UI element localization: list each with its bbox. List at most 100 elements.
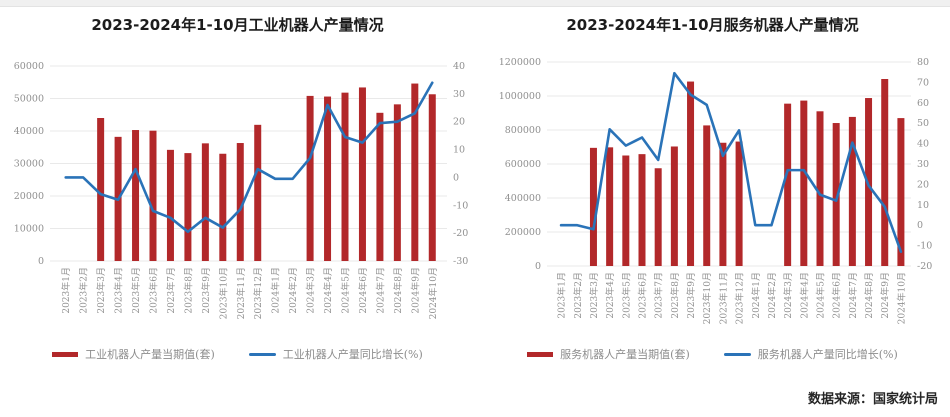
- y-axis-right-tick-label: 0: [453, 172, 459, 183]
- x-axis-label: 2024年9月: [879, 272, 891, 319]
- line-series-swatch: [723, 352, 751, 356]
- x-axis-label: 2023年10月: [701, 272, 713, 324]
- production-bar: [606, 147, 614, 266]
- x-axis-label: 2023年1月: [556, 272, 568, 319]
- x-axis-label: 2023年7月: [653, 272, 665, 319]
- x-axis-label: 2024年8月: [392, 267, 404, 314]
- x-axis-label: 2023年8月: [182, 267, 194, 314]
- production-bar: [132, 130, 140, 261]
- x-axis-label: 2023年2月: [78, 267, 90, 314]
- x-axis-label: 2023年1月: [60, 267, 72, 314]
- x-axis-label: 2024年5月: [340, 267, 352, 314]
- top-divider: [0, 0, 950, 7]
- y-axis-left-tick-label: 50000: [14, 94, 44, 105]
- production-bar: [784, 103, 792, 267]
- production-bar: [848, 116, 856, 266]
- x-axis-label: 2023年5月: [130, 267, 142, 314]
- x-axis-label: 2024年4月: [798, 272, 810, 319]
- legend-label: 服务机器人产量同比增长(%): [757, 348, 898, 361]
- production-bar: [428, 94, 436, 262]
- y-axis-right-tick-label: 40: [917, 139, 929, 150]
- y-axis-left-tick-label: 40000: [14, 126, 44, 137]
- production-bar: [149, 130, 157, 261]
- y-axis-right-tick-label: 10: [453, 145, 465, 156]
- y-axis-left-tick-label: 400000: [505, 193, 541, 204]
- production-bar: [638, 154, 646, 266]
- production-bar: [184, 153, 192, 261]
- production-bar: [897, 118, 905, 266]
- bar-series-swatch: [527, 351, 554, 357]
- y-axis-right-tick-label: -30: [453, 256, 468, 267]
- production-bar: [622, 155, 630, 266]
- x-axis-label: 2023年12月: [252, 267, 264, 319]
- production-bar: [341, 92, 349, 262]
- y-axis-left-tick-label: 10000: [14, 224, 44, 235]
- production-bar: [800, 100, 808, 266]
- x-axis-label: 2024年2月: [287, 267, 299, 314]
- y-axis-right-tick-label: 60: [917, 98, 929, 109]
- x-axis-label: 2023年4月: [113, 267, 125, 314]
- x-axis-label: 2023年11月: [717, 272, 729, 324]
- x-axis-label: 2024年6月: [357, 267, 369, 314]
- x-axis-label: 2024年6月: [831, 272, 843, 319]
- chart-panel-service-robots: 2023-2024年1-10月服务机器人产量情况 0 200000 400000 60…: [475, 0, 950, 380]
- production-bar: [254, 124, 262, 261]
- y-axis-right-tick-label: -20: [453, 228, 468, 239]
- production-bar: [719, 142, 727, 266]
- x-axis-label: 2023年5月: [620, 272, 632, 319]
- growth-line: [559, 71, 903, 254]
- x-axis-label: 2024年10月: [895, 272, 907, 324]
- production-bar: [324, 96, 332, 261]
- y-axis-right-tick-label: 40: [453, 61, 465, 72]
- x-axis-label: 2024年9月: [409, 267, 421, 314]
- x-axis-label: 2024年3月: [305, 267, 317, 314]
- x-axis-label: 2023年6月: [148, 267, 160, 314]
- y-axis-right-tick-label: 20: [453, 117, 465, 128]
- legend-label: 工业机器人产量同比增长(%): [282, 348, 423, 361]
- x-axis-label: 2023年12月: [734, 272, 746, 324]
- y-axis-left-tick-label: 200000: [505, 227, 541, 238]
- growth-line: [64, 81, 434, 234]
- legend-item-production-bars: 服务机器人产量当期值(套): [527, 346, 690, 362]
- y-axis-left-tick-label: 0: [535, 261, 541, 272]
- y-axis-right-tick-label: 50: [917, 118, 929, 129]
- y-axis-left-tick-label: 0: [38, 256, 44, 267]
- bar-series-swatch: [52, 351, 79, 357]
- y-axis-left-tick-label: 1200000: [499, 57, 541, 68]
- x-axis-label: 2023年4月: [604, 272, 616, 319]
- legend-item-production-bars: 工业机器人产量当期值(套): [52, 346, 215, 362]
- x-axis-label: 2023年7月: [165, 267, 177, 314]
- production-bar: [670, 146, 678, 266]
- production-bar: [393, 104, 401, 261]
- x-axis-label: 2023年3月: [588, 272, 600, 319]
- x-axis-label: 2023年11月: [235, 267, 247, 319]
- production-bar: [881, 79, 889, 266]
- production-bar: [358, 87, 366, 261]
- y-axis-left-tick-label: 20000: [14, 191, 44, 202]
- production-bar: [735, 141, 743, 266]
- y-axis-right-tick-label: 70: [917, 77, 929, 88]
- production-bar: [201, 143, 209, 261]
- production-bar: [236, 143, 244, 261]
- x-axis-label: 2024年7月: [374, 267, 386, 314]
- x-axis-label: 2023年10月: [217, 267, 229, 319]
- line-series-swatch: [248, 352, 276, 356]
- y-axis-right-tick-label: -20: [917, 261, 932, 272]
- y-axis-right-tick-label: 80: [917, 57, 929, 68]
- y-axis-right-tick-label: -10: [453, 200, 468, 211]
- y-axis-left-tick-label: 30000: [14, 159, 44, 170]
- legend-label: 工业机器人产量当期值(套): [85, 348, 215, 361]
- production-bar: [687, 81, 695, 266]
- y-axis-right-tick-label: 30: [917, 159, 929, 170]
- x-axis-label: 2024年1月: [270, 267, 282, 314]
- industrial-robots-chart: 0 10000 20000 30000 40000 50000 60000 -30 -20 -10…: [14, 61, 469, 319]
- y-axis-left-tick-label: 600000: [505, 159, 541, 170]
- x-axis-label: 2023年9月: [200, 267, 212, 314]
- service-chart-title: 2023-2024年1-10月服务机器人产量情况: [566, 16, 859, 34]
- x-axis-label: 2024年2月: [766, 272, 778, 319]
- production-bar: [589, 147, 597, 266]
- service-robots-chart: 0 200000 400000 600000 800000 1000000 1200000 -…: [499, 57, 933, 324]
- x-axis-label: 2024年10月: [427, 267, 439, 319]
- x-axis-label: 2023年6月: [637, 272, 649, 319]
- y-axis-left-tick-label: 800000: [505, 125, 541, 136]
